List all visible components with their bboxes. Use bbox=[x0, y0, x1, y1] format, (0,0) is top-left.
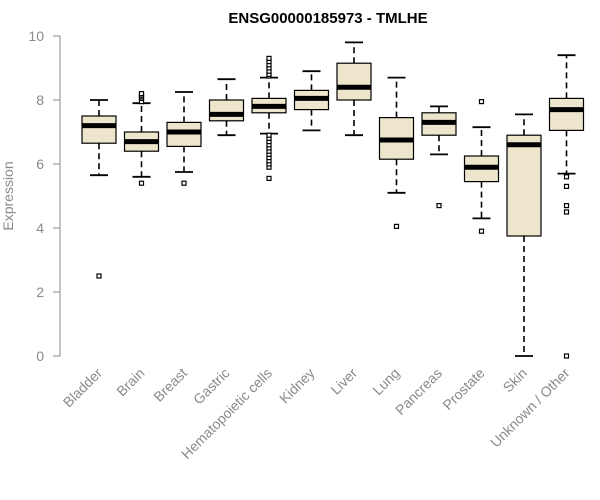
iqr-box bbox=[336, 62, 372, 101]
outlier-point bbox=[563, 174, 570, 180]
x-tick-label: Kidney bbox=[276, 365, 318, 407]
y-tick-label: 4 bbox=[36, 220, 44, 236]
x-tick-label: Breast bbox=[150, 365, 190, 405]
iqr-box bbox=[81, 115, 117, 144]
y-tick-label: 8 bbox=[36, 92, 44, 108]
outlier-point bbox=[266, 55, 272, 62]
y-axis-label: Expression bbox=[0, 161, 16, 230]
outlier-point bbox=[563, 209, 570, 215]
outlier-point bbox=[563, 183, 570, 189]
outlier-point bbox=[181, 180, 187, 186]
outlier-point bbox=[138, 180, 145, 186]
chart-title: ENSG00000185973 - TMLHE bbox=[228, 10, 427, 27]
outlier-point bbox=[266, 132, 272, 138]
box-3 bbox=[208, 78, 245, 137]
x-tick-label: Prostate bbox=[439, 365, 487, 413]
x-tick-label: Unknown / Other bbox=[487, 365, 573, 451]
x-tick-label: Skin bbox=[500, 365, 531, 396]
x-tick-label: Liver bbox=[327, 365, 360, 398]
box-4 bbox=[251, 55, 287, 181]
iqr-box bbox=[208, 99, 245, 122]
iqr-box bbox=[548, 97, 585, 132]
outlier-point bbox=[138, 90, 145, 97]
outlier-point bbox=[96, 273, 102, 279]
box-5 bbox=[293, 70, 330, 132]
y-axis: 0 2 4 6 8 10 bbox=[28, 28, 61, 364]
y-tick-label: 6 bbox=[36, 156, 44, 172]
iqr-box bbox=[506, 134, 542, 237]
outlier-point bbox=[563, 353, 570, 359]
y-tick-label: 10 bbox=[28, 28, 44, 44]
x-tick-label: Pancreas bbox=[392, 365, 445, 418]
outlier-point bbox=[393, 223, 400, 229]
x-tick-label: Lung bbox=[369, 365, 402, 398]
box-series bbox=[81, 41, 585, 359]
outlier-point bbox=[563, 203, 570, 209]
x-tick-label: Bladder bbox=[60, 365, 106, 411]
outlier-point bbox=[478, 98, 485, 105]
y-tick-label: 2 bbox=[36, 284, 44, 300]
box-1 bbox=[123, 90, 160, 186]
x-tick-label: Brain bbox=[113, 365, 147, 399]
box-0 bbox=[81, 99, 117, 279]
box-9 bbox=[463, 98, 500, 234]
box-8 bbox=[421, 105, 457, 209]
outlier-point bbox=[266, 175, 272, 181]
box-6 bbox=[336, 41, 372, 137]
box-11 bbox=[548, 54, 585, 359]
outlier-point bbox=[436, 203, 442, 209]
box-7 bbox=[378, 76, 415, 229]
box-10 bbox=[506, 113, 542, 357]
y-tick-label: 0 bbox=[36, 348, 44, 364]
box-2 bbox=[166, 91, 202, 186]
outlier-point bbox=[478, 228, 485, 234]
